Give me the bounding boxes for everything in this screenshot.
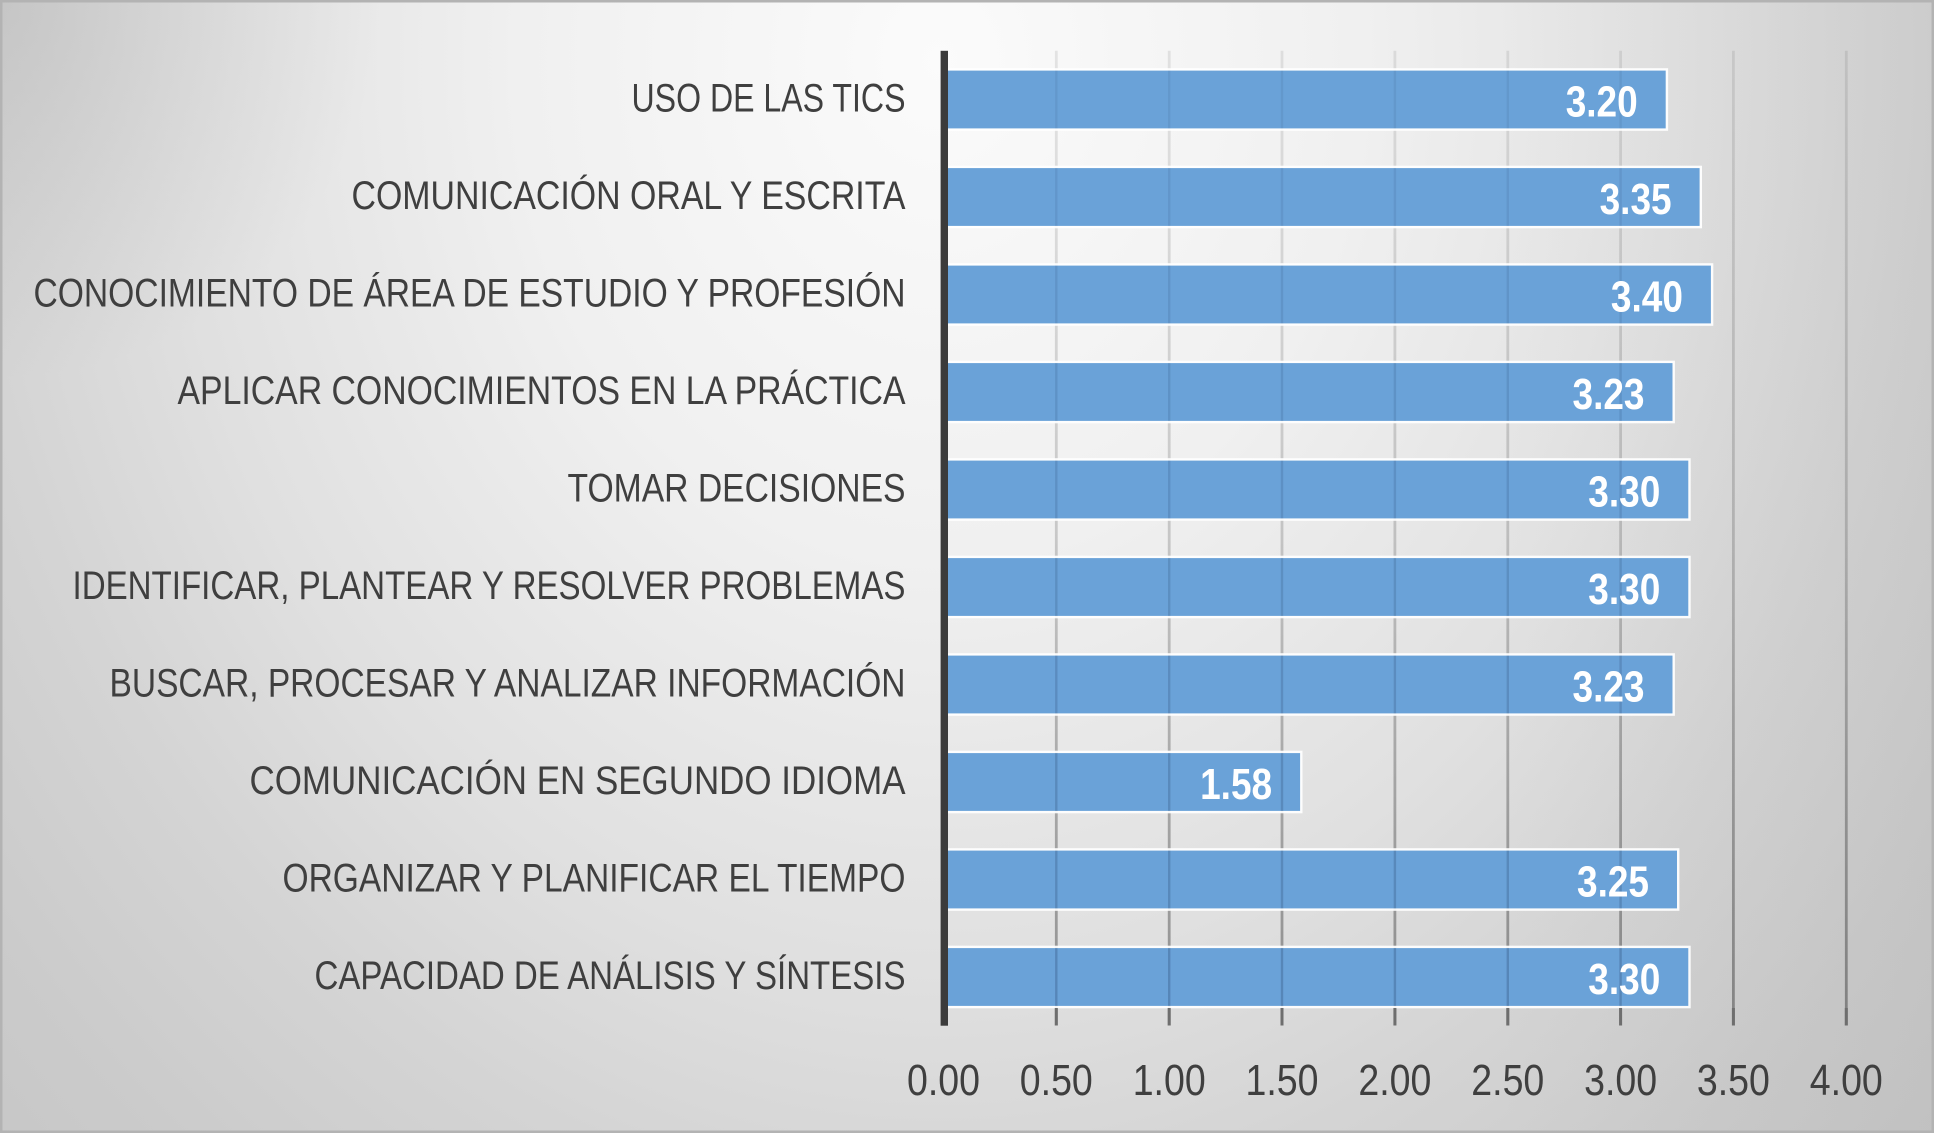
svg-text:APLICAR CONOCIMIENTOS EN LA PR: APLICAR CONOCIMIENTOS EN LA PRÁCTICA (178, 368, 906, 413)
svg-text:3.50: 3.50 (1697, 1056, 1770, 1105)
svg-text:TOMAR DECISIONES: TOMAR DECISIONES (568, 467, 906, 511)
svg-text:0.50: 0.50 (1020, 1056, 1093, 1105)
svg-text:CONOCIMIENTO DE ÁREA DE ESTUDI: CONOCIMIENTO DE ÁREA DE ESTUDIO Y PROFES… (34, 271, 906, 316)
svg-text:3.30: 3.30 (1588, 955, 1660, 1004)
svg-text:3.30: 3.30 (1588, 565, 1660, 614)
svg-text:2.00: 2.00 (1358, 1056, 1431, 1105)
svg-text:3.23: 3.23 (1573, 370, 1645, 419)
svg-text:3.40: 3.40 (1611, 273, 1683, 322)
svg-text:1.58: 1.58 (1200, 760, 1272, 809)
svg-text:1.50: 1.50 (1246, 1056, 1319, 1105)
svg-text:4.00: 4.00 (1810, 1056, 1883, 1105)
svg-text:COMUNICACIÓN ORAL Y ESCRITA: COMUNICACIÓN ORAL Y ESCRITA (352, 173, 906, 218)
svg-text:0.00: 0.00 (907, 1056, 980, 1105)
svg-text:ORGANIZAR Y PLANIFICAR EL TIEM: ORGANIZAR Y PLANIFICAR EL TIEMPO (283, 857, 906, 901)
svg-text:BUSCAR, PROCESAR Y ANALIZAR IN: BUSCAR, PROCESAR Y ANALIZAR INFORMACIÓN (110, 661, 906, 706)
svg-text:1.00: 1.00 (1133, 1056, 1206, 1105)
svg-text:COMUNICACIÓN EN SEGUNDO IDIOMA: COMUNICACIÓN EN SEGUNDO IDIOMA (250, 758, 906, 803)
svg-text:3.23: 3.23 (1573, 663, 1645, 712)
svg-text:3.35: 3.35 (1600, 175, 1672, 224)
svg-text:3.25: 3.25 (1577, 858, 1649, 907)
svg-text:3.20: 3.20 (1566, 78, 1638, 127)
svg-text:USO DE LAS TICS: USO DE LAS TICS (632, 77, 906, 121)
svg-text:2.50: 2.50 (1471, 1056, 1544, 1105)
svg-text:3.00: 3.00 (1584, 1056, 1657, 1105)
svg-text:IDENTIFICAR, PLANTEAR Y RESOLV: IDENTIFICAR, PLANTEAR Y RESOLVER PROBLEM… (73, 564, 906, 608)
svg-text:CAPACIDAD DE ANÁLISIS Y SÍNTES: CAPACIDAD DE ANÁLISIS Y SÍNTESIS (315, 953, 906, 998)
svg-text:3.30: 3.30 (1588, 468, 1660, 517)
